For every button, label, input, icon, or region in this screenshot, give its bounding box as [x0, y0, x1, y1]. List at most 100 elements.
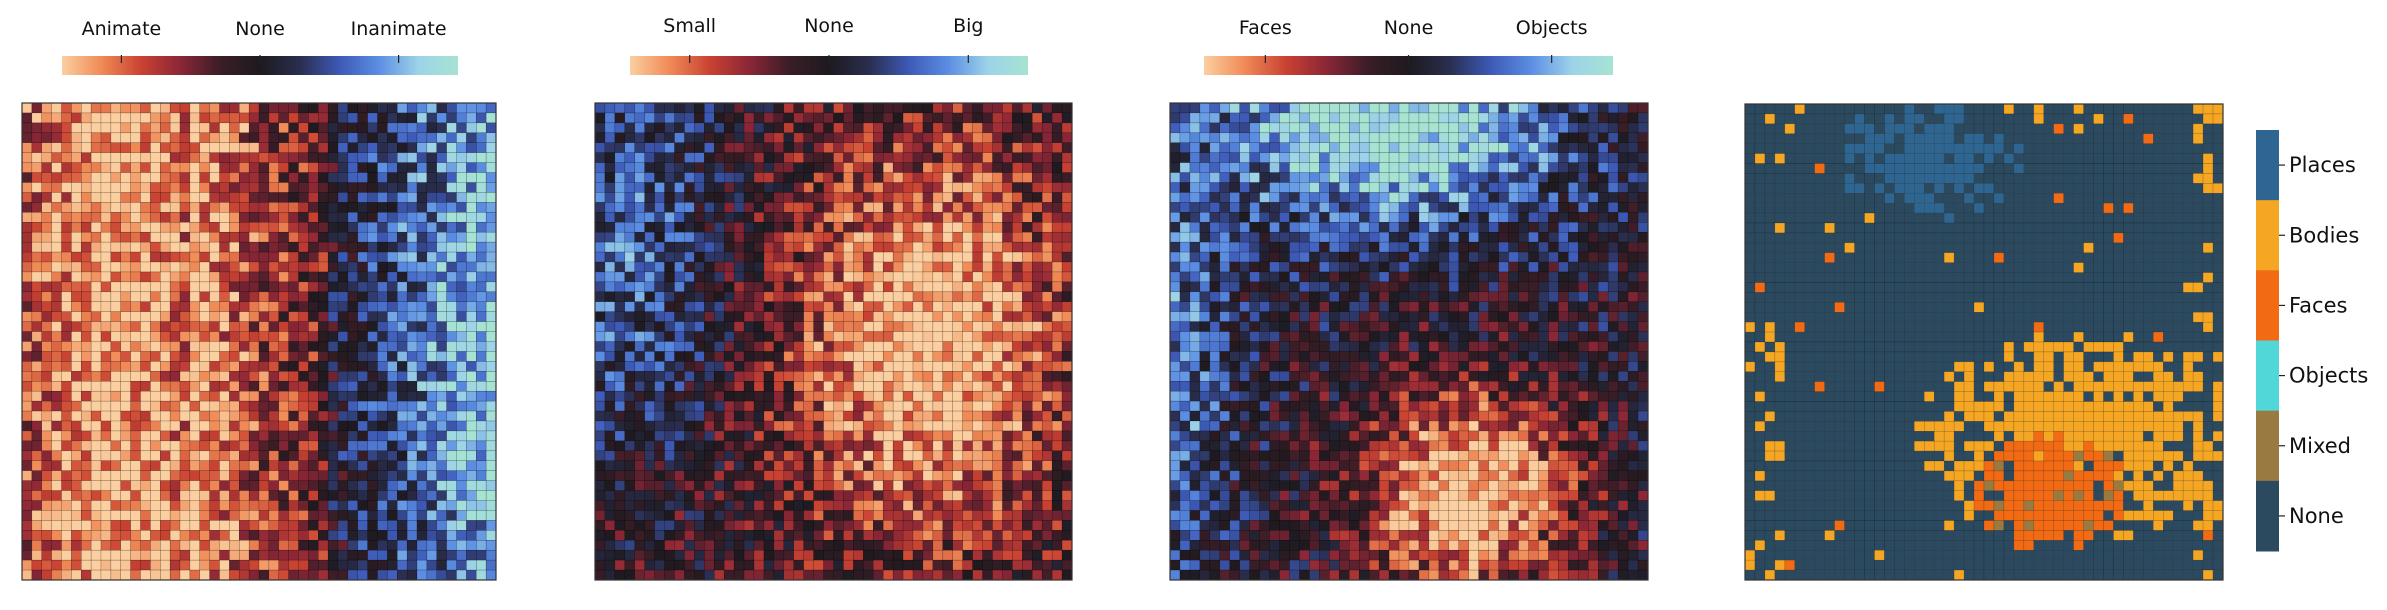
heatmap-cell — [614, 152, 626, 163]
heatmap-cell — [377, 182, 388, 193]
heatmap-cell — [733, 261, 745, 273]
heatmap-cell — [239, 301, 250, 312]
heatmap-cell — [773, 291, 785, 303]
heatmap-cell — [1329, 152, 1340, 163]
heatmap-cell — [604, 182, 616, 193]
heatmap-cell — [674, 381, 685, 392]
heatmap-cell — [1498, 122, 1509, 134]
heatmap-cell — [763, 549, 775, 561]
heatmap-cell — [952, 301, 963, 312]
heatmap-cell — [763, 530, 775, 541]
heatmap-cell — [1189, 142, 1201, 153]
heatmap-cell — [219, 301, 230, 312]
heatmap-cell — [397, 212, 408, 223]
heatmap-cell — [843, 381, 854, 392]
heatmap-cell — [278, 490, 289, 501]
heatmap-cell — [1061, 202, 1073, 213]
heatmap-cell — [120, 410, 131, 422]
heatmap-cell — [763, 440, 775, 452]
heatmap-cell — [604, 122, 616, 134]
heatmap-cell — [347, 500, 359, 511]
heatmap-cell — [723, 430, 735, 442]
heatmap-cell — [71, 540, 82, 551]
heatmap-cell — [654, 301, 665, 312]
heatmap-cell — [377, 301, 388, 312]
heatmap-cell — [853, 371, 864, 382]
heatmap-cell — [813, 420, 824, 432]
heatmap-cell — [357, 351, 368, 362]
heatmap-cell — [992, 530, 1003, 541]
heatmap-cell — [892, 192, 904, 203]
heatmap-cell — [169, 500, 181, 511]
heatmap-cell — [337, 381, 349, 392]
heatmap-cell — [327, 212, 339, 223]
heatmap-cell — [773, 430, 785, 442]
heatmap-cell — [753, 549, 765, 561]
heatmap-cell — [833, 231, 844, 243]
heatmap-cell — [81, 192, 92, 203]
heatmap-cell — [1279, 102, 1290, 114]
heatmap-cell — [110, 142, 122, 153]
heatmap-cell — [416, 102, 428, 114]
heatmap-cell — [21, 172, 33, 183]
heatmap-cell — [892, 281, 904, 293]
heatmap-cell — [71, 371, 82, 382]
heatmap-cell — [229, 291, 240, 303]
heatmap-cell — [239, 470, 250, 481]
heatmap-cell — [1458, 102, 1470, 114]
heatmap-cell — [714, 132, 725, 144]
heatmap-cell — [773, 271, 785, 283]
heatmap-cell — [337, 420, 349, 432]
heatmap-cell — [843, 192, 854, 203]
heatmap-cell — [377, 420, 388, 432]
heatmap-cell — [694, 162, 705, 173]
heatmap-cell — [1269, 102, 1280, 114]
heatmap-cell — [120, 460, 131, 471]
heatmap-cell — [763, 162, 775, 173]
heatmap-cell — [932, 371, 944, 382]
heatmap-cell — [219, 152, 230, 163]
heatmap-cell — [179, 390, 191, 402]
heatmap-cell — [209, 381, 220, 392]
heatmap-cell — [694, 559, 705, 571]
heatmap-cell — [100, 251, 112, 263]
heatmap-cell — [189, 231, 201, 243]
heatmap-cell — [416, 122, 428, 134]
heatmap-cell — [1259, 172, 1270, 183]
heatmap-cell — [268, 480, 280, 491]
heatmap-cell — [1249, 112, 1260, 124]
heatmap-cell — [130, 112, 141, 124]
heatmap-cell — [694, 281, 705, 293]
heatmap-cell — [1022, 470, 1033, 481]
heatmap-cell — [1002, 192, 1013, 203]
heatmap-cell — [873, 172, 884, 183]
heatmap-cell — [31, 341, 43, 352]
heatmap-cell — [873, 301, 884, 312]
heatmap-cell — [81, 549, 92, 561]
heatmap-cell — [1002, 430, 1013, 442]
heatmap-cell — [199, 559, 210, 571]
heatmap-cell — [813, 291, 824, 303]
heatmap-cell — [694, 420, 705, 432]
heatmap-cell — [347, 341, 359, 352]
heatmap-cell — [51, 222, 62, 233]
heatmap-cell — [1002, 202, 1013, 213]
heatmap-cell — [644, 182, 655, 193]
heatmap-cell — [130, 530, 141, 541]
heatmap-cell — [882, 192, 894, 203]
heatmap-cell — [644, 450, 655, 462]
heatmap-cell — [179, 321, 191, 332]
heatmap-cell — [90, 430, 102, 442]
heatmap-cell — [308, 222, 319, 233]
heatmap-cell — [783, 251, 795, 263]
heatmap-cell — [446, 222, 457, 233]
heatmap-cell — [1041, 520, 1053, 531]
heatmap-cell — [179, 102, 191, 114]
heatmap-cell — [31, 192, 43, 203]
heatmap-cell — [258, 549, 270, 561]
heatmap-cell — [288, 311, 299, 322]
heatmap-cell — [51, 410, 62, 422]
heatmap-cell — [813, 142, 824, 153]
heatmap-cell — [714, 321, 725, 332]
heatmap-cell — [853, 301, 864, 312]
